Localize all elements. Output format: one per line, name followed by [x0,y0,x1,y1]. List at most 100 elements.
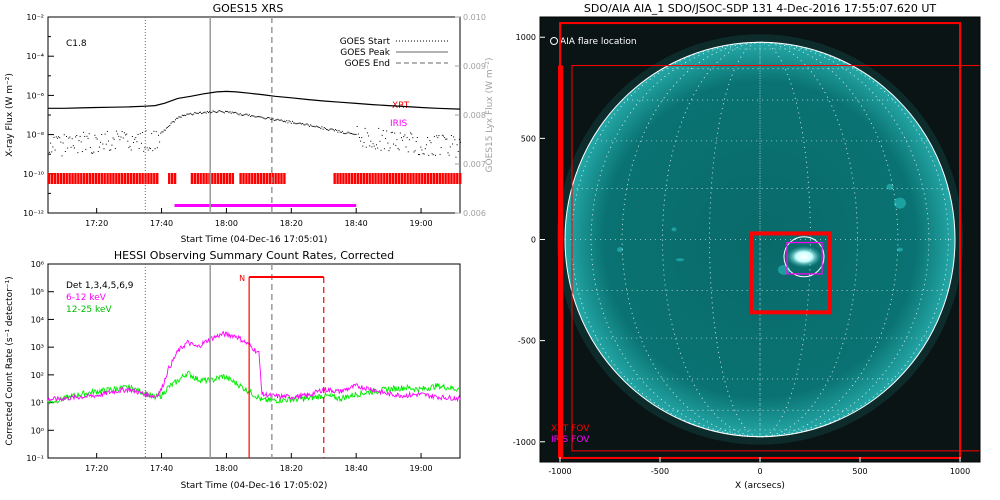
flare-brightening [786,245,822,268]
aia-y-tick-label: -1000 [513,438,536,447]
goes-short-point [73,147,75,149]
goes-short-point [358,136,360,138]
goes-short-point [420,146,422,148]
goes-short-point [77,152,79,154]
hessi-y-tick-label: 10⁻¹ [26,454,44,463]
xrt-coverage-bar [280,173,283,184]
longitude-line [662,41,858,438]
goes-short-point [320,128,322,130]
aia-y-tick-label: 1000 [516,33,536,42]
goes-short-point [88,133,90,135]
xrt-coverage-bar [277,173,280,184]
goes-short-point [397,147,399,149]
goes-short-point [146,147,148,149]
goes-short-point [348,132,350,134]
goes-short-point [123,132,125,134]
xrt-coverage-bar [118,173,121,184]
goes-short-point [442,135,444,137]
xrt-fov-edge [558,65,563,458]
goes-short-point [125,134,127,136]
goes-short-point [228,112,230,114]
xrt-coverage-bar [444,173,447,184]
goes-short-point [379,140,381,142]
goes-short-point [69,136,71,138]
goes-short-point [327,129,329,131]
goes-short-point [449,146,451,148]
xrt-coverage-bar [62,173,65,184]
goes-short-point [352,133,354,135]
goes-short-point [152,150,154,152]
goes-short-point [252,115,254,117]
xrt-coverage-bar [103,173,106,184]
goes-short-point [219,110,221,112]
goes-short-point [202,112,204,114]
xrt-coverage-bar [397,173,401,184]
longitude-line [590,41,930,438]
goes-short-point [306,123,308,125]
goes-short-point [431,153,433,155]
hessi-y-tick-label: 10⁴ [31,315,44,324]
xrt-coverage-bar [441,173,444,184]
flare-class-label: C1.8 [66,39,87,49]
goes-short-point [56,137,58,139]
goes-short-point [326,128,328,130]
goes-short-point [262,117,264,119]
goes-short-point [186,113,188,115]
goes-short-point [195,112,197,114]
xrt-coverage-bar [202,173,205,184]
goes-short-point [424,148,426,150]
goes-short-point [416,137,418,139]
goes-short-point [193,113,195,115]
goes-short-point [387,142,389,144]
goes-short-point [188,113,190,115]
aia-y-tick-label: 0 [531,236,536,245]
xrt-coverage-bar [65,173,68,184]
hessi-x-tick-label: 19:00 [410,464,433,473]
goes-short-point [145,130,147,132]
goes-short-point [223,112,225,114]
goes-short-point [162,131,164,133]
goes-short-point [323,127,325,129]
goes-short-point [176,117,178,119]
goes-short-point [430,142,432,144]
goes-short-point [353,133,355,135]
goes-short-point [264,118,266,120]
xrt-coverage-bar [268,173,271,184]
goes-y-tick-label: 10⁻⁴ [26,52,44,61]
goes-short-point [214,111,216,113]
xrt-coverage-bar [138,173,141,184]
goes-short-point [97,150,99,152]
goes-short-point [54,149,56,151]
xrt-coverage-bar [56,173,60,184]
limb-circle [564,41,956,438]
goes-short-point [102,143,104,145]
goes-short-point [433,136,435,138]
hessi-y-tick-label: 10⁵ [31,288,44,297]
goes-short-point [222,111,224,113]
goes-short-point [142,131,144,133]
goes-short-point [151,133,153,135]
goes-short-point [101,133,103,135]
active-region [897,247,903,252]
goes-short-point [254,116,256,118]
goes-short-point [114,147,116,149]
xrt-coverage-bar [345,173,348,184]
goes-short-point [105,143,107,145]
legend-goes-peak: GOES Peak [340,48,390,58]
hessi-high-series [47,370,461,405]
goes-x-tick-label: 17:40 [150,219,173,228]
goes-short-point [213,111,215,113]
goes-short-point [201,113,203,115]
goes-short-point [128,147,130,149]
goes-short-point [432,154,434,156]
goes-short-point [422,153,424,155]
goes-short-point [382,129,384,131]
flare-location-circle [783,236,825,278]
hessi-ylabel: Corrected Count Rate (s⁻¹ detector⁻¹) [5,276,15,445]
xrt-coverage-bar [211,173,214,184]
goes-short-point [71,138,73,140]
aia-flare-label: AIA flare location [560,37,637,47]
goes-short-point [273,120,275,122]
goes-short-point [341,130,343,132]
xrt-coverage-bar [228,173,232,184]
